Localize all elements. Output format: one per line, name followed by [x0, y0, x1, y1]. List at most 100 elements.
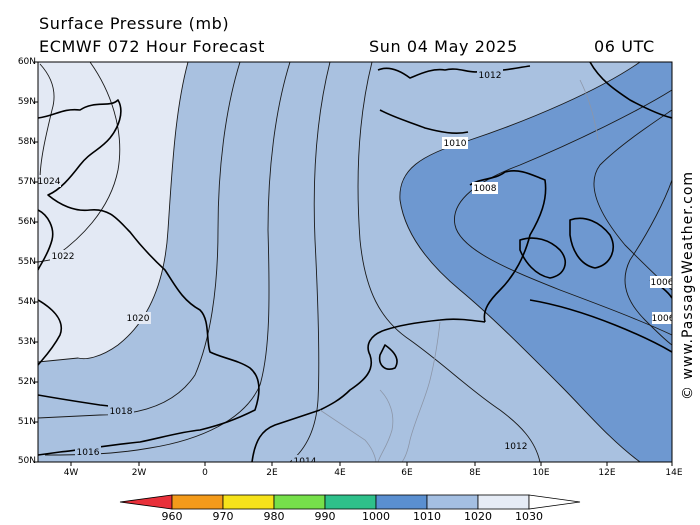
colorbar-segment — [119, 494, 173, 510]
coastline-great-britain — [38, 209, 54, 271]
isobar-label: 1012 — [503, 440, 529, 452]
isobar-label: 1024 — [38, 175, 61, 187]
isobar-line — [399, 62, 672, 462]
isobar-line — [357, 62, 541, 462]
svg-text:1024: 1024 — [38, 177, 61, 187]
isobar-label: 1008 — [472, 182, 498, 194]
svg-text:1022: 1022 — [52, 252, 75, 262]
border-norway-sweden — [579, 79, 599, 141]
isobar-label: 1012 — [477, 69, 503, 81]
lon-label: 12E — [598, 468, 616, 478]
chart-title: Surface Pressure (mb) — [39, 14, 230, 33]
coastline-funen — [519, 237, 566, 279]
isobar-label: 1010 — [442, 137, 468, 149]
isobar-line — [38, 62, 189, 363]
coastline-sweden — [589, 62, 672, 119]
colorbar-segment — [528, 494, 581, 510]
coastline-denmark — [469, 170, 547, 323]
colorbar-label: 1000 — [362, 510, 390, 523]
coastline-continent — [251, 318, 486, 462]
isobar-line — [454, 89, 672, 336]
isobar-line — [593, 109, 672, 291]
svg-text:1006: 1006 — [652, 314, 675, 324]
lat-label: 50N — [17, 456, 36, 466]
colorbar-label: 970 — [212, 510, 234, 523]
lon-label: 10E — [532, 468, 550, 478]
colorbar-label: 960 — [161, 510, 183, 523]
colorbar-label: 1020 — [464, 510, 492, 523]
isobar-label: 1020 — [125, 312, 151, 324]
svg-text:1012: 1012 — [505, 442, 528, 452]
lat-label: 57N — [17, 177, 36, 187]
lat-label: 58N — [17, 137, 36, 147]
isobar-labels: 1024 1022 1020 1018 1016 1014 1012 1012 … — [38, 69, 675, 467]
coastline-baltic — [529, 299, 672, 353]
lon-label: 8E — [469, 468, 481, 478]
coastline-wales — [38, 299, 62, 366]
colorbar-segment — [222, 494, 275, 510]
colorbar-segment — [273, 494, 326, 510]
colorbar-segment — [324, 494, 377, 510]
svg-text:1016: 1016 — [77, 448, 100, 458]
colorbar-segment — [426, 494, 479, 510]
coastline-great-britain — [38, 99, 260, 456]
watermark: © www.PassageWeather.com — [680, 170, 696, 400]
coastline-ijsselmeer — [378, 344, 398, 370]
svg-text:1006: 1006 — [651, 278, 674, 288]
model-label: ECMWF 072 Hour Forecast — [39, 37, 265, 56]
isobar-line — [289, 62, 331, 462]
border-france-belgium — [319, 409, 377, 462]
isobar-label: 1022 — [50, 250, 76, 262]
coastline-zealand — [569, 217, 614, 269]
svg-text:1018: 1018 — [110, 407, 133, 417]
isobar-line — [39, 63, 55, 181]
lat-label: 55N — [17, 257, 36, 267]
isobar-line — [624, 179, 672, 346]
colorbar — [119, 494, 581, 510]
forecast-date: Sun 04 May 2025 — [369, 37, 518, 56]
coastline-norway — [379, 109, 469, 135]
lat-label: 51N — [17, 417, 36, 427]
colorbar-label: 1010 — [413, 510, 441, 523]
isobar-line — [44, 62, 291, 456]
isobar-lines — [38, 62, 672, 462]
coastlines — [38, 62, 672, 462]
colorbar-segment — [171, 494, 224, 510]
isobar-label: 1006 — [650, 276, 674, 288]
country-borders — [319, 79, 599, 462]
colorbar-segment — [477, 494, 530, 510]
lat-label: 52N — [17, 377, 36, 387]
lat-label: 60N — [17, 57, 36, 67]
border-netherlands-germany — [401, 321, 441, 462]
isobar-line — [38, 62, 121, 263]
svg-text:1012: 1012 — [479, 71, 502, 81]
lat-label: 59N — [17, 97, 36, 107]
svg-text:1008: 1008 — [474, 184, 497, 194]
axis-ticks — [34, 61, 673, 466]
lat-label: 54N — [17, 297, 36, 307]
pressure-band-1000-1010 — [399, 62, 672, 462]
lon-label: 6E — [401, 468, 413, 478]
isobar-label: 1014 — [292, 455, 318, 467]
svg-text:1020: 1020 — [127, 314, 150, 324]
lon-label: 2E — [266, 468, 278, 478]
lon-label: 14E — [665, 468, 683, 478]
lat-label: 53N — [17, 337, 36, 347]
lon-label: 4W — [63, 468, 79, 478]
isobar-label: 1006 — [652, 312, 675, 324]
lon-label: 2W — [131, 468, 147, 478]
colorbar-label: 990 — [314, 510, 336, 523]
border-belgium — [377, 389, 394, 462]
forecast-time: 06 UTC — [594, 37, 655, 56]
pressure-band-1020-plus — [38, 62, 188, 362]
lat-label: 56N — [17, 217, 36, 227]
lon-label: 0 — [202, 468, 208, 478]
isobar-label: 1018 — [108, 405, 134, 417]
colorbar-label: 980 — [263, 510, 285, 523]
lon-label: 4E — [334, 468, 346, 478]
colorbar-segment — [375, 494, 428, 510]
colorbar-label: 1030 — [515, 510, 543, 523]
isobar-line — [38, 62, 241, 419]
svg-text:1014: 1014 — [294, 457, 317, 467]
